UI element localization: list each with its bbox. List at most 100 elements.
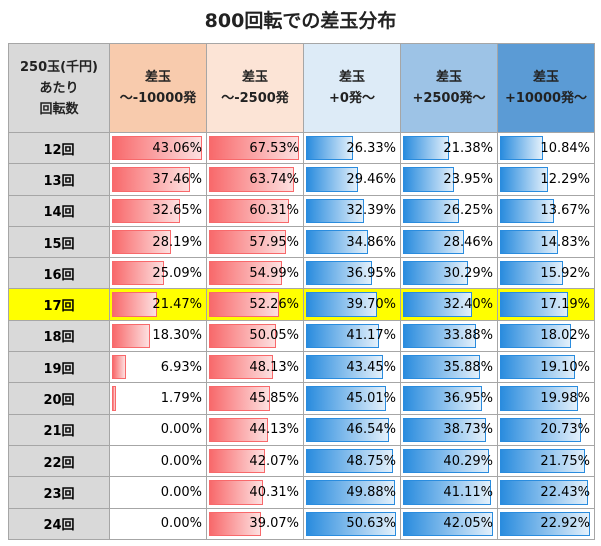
table-row: 22回 0.00% 42.07% 48.75% 40.29% 21.75%	[8, 444, 595, 478]
data-bar	[306, 198, 364, 223]
value-cell: 34.86%	[303, 225, 401, 259]
value-cell: 67.53%	[206, 131, 304, 165]
column-header-line: 差玉	[241, 70, 268, 85]
value-cell: 44.13%	[206, 413, 304, 446]
corner-header: 250玉(千円) あたり 回転数	[8, 43, 110, 133]
data-bar	[209, 480, 263, 505]
value-text: 13.67%	[540, 203, 590, 219]
value-text: 22.43%	[540, 484, 590, 500]
data-bar	[209, 198, 290, 223]
value-text: 42.05%	[443, 516, 493, 532]
data-bar	[306, 292, 377, 317]
corner-line: 回転数	[39, 101, 79, 117]
value-text: 33.88%	[443, 328, 493, 344]
value-text: 45.01%	[346, 391, 396, 407]
value-text: 29.46%	[346, 171, 396, 187]
column-header-line: ～-10000発	[119, 91, 197, 106]
value-cell: 21.47%	[109, 288, 207, 321]
data-bar	[306, 417, 389, 442]
data-bar	[112, 292, 157, 317]
column-header-line: +10000発～	[504, 91, 588, 106]
data-bar	[403, 261, 468, 286]
value-cell: 43.45%	[303, 351, 401, 384]
value-cell: 19.98%	[497, 382, 595, 415]
value-cell: 20.73%	[497, 413, 595, 446]
value-cell: 19.10%	[497, 351, 595, 384]
data-bar	[112, 167, 191, 192]
row-label: 18回	[8, 319, 110, 353]
data-bar	[500, 355, 575, 380]
value-text: 21.75%	[540, 453, 590, 469]
value-cell: 39.07%	[206, 507, 304, 540]
value-cell: 6.93%	[109, 351, 207, 384]
data-bar	[500, 261, 563, 286]
value-text: 30.29%	[443, 265, 493, 281]
header-row: 250玉(千円) あたり 回転数 差玉 ～-10000発 差玉 ～-2500発 差玉 +0発～差…	[8, 43, 595, 133]
value-cell: 18.02%	[497, 319, 595, 353]
row-label: 20回	[8, 382, 110, 415]
data-bar	[500, 136, 543, 161]
value-cell: 17.19%	[497, 288, 595, 321]
value-text: 18.30%	[152, 328, 202, 344]
column-header: 差玉 +2500発～	[400, 43, 498, 133]
row-label: 13回	[8, 163, 110, 196]
value-cell: 42.05%	[400, 507, 498, 540]
value-cell: 32.39%	[303, 194, 401, 227]
column-header-line: 差玉	[532, 70, 559, 85]
value-text: 43.45%	[346, 359, 396, 375]
value-cell: 49.88%	[303, 476, 401, 509]
value-text: 36.95%	[346, 265, 396, 281]
table-row: 24回 0.00% 39.07% 50.63% 42.05% 22.92%	[8, 507, 595, 540]
value-text: 19.98%	[540, 391, 590, 407]
data-bar	[209, 386, 271, 411]
value-cell: 48.75%	[303, 444, 401, 478]
value-text: 41.11%	[443, 484, 493, 500]
row-label: 19回	[8, 351, 110, 384]
data-bar	[306, 448, 393, 474]
table-row: 17回 21.47% 52.26% 39.70% 32.40% 17.19%	[8, 288, 595, 321]
data-bar	[500, 198, 554, 223]
data-bar	[209, 261, 283, 286]
value-cell: 40.31%	[206, 476, 304, 509]
value-cell: 13.67%	[497, 194, 595, 227]
value-cell: 46.54%	[303, 413, 401, 446]
data-bar	[403, 136, 449, 161]
value-text: 28.46%	[443, 234, 493, 250]
data-bar	[403, 198, 460, 223]
value-cell: 1.79%	[109, 382, 207, 415]
data-bar	[306, 136, 353, 161]
value-cell: 21.38%	[400, 131, 498, 165]
data-bar	[209, 292, 279, 317]
value-cell: 54.99%	[206, 257, 304, 290]
value-text: 39.70%	[346, 297, 396, 313]
value-text: 1.79%	[160, 391, 202, 407]
data-bar	[306, 480, 395, 505]
title: 800回転での差玉分布	[204, 10, 397, 32]
table-body: 12回 43.06% 67.53% 26.33% 21.38% 10.84% 13回 37.4…	[8, 131, 595, 540]
value-cell: 30.29%	[400, 257, 498, 290]
table-row: 20回 1.79% 45.85% 45.01% 36.95% 19.98%	[8, 382, 595, 415]
value-text: 63.74%	[249, 171, 299, 187]
corner-line: あたり	[39, 80, 79, 96]
data-bar	[500, 480, 589, 505]
data-bar	[209, 448, 266, 474]
row-label: 12回	[8, 131, 110, 165]
value-cell: 21.75%	[497, 444, 595, 478]
value-text: 0.00%	[160, 453, 202, 469]
data-bar	[403, 417, 486, 442]
data-bar	[500, 229, 559, 255]
value-text: 23.95%	[443, 171, 493, 187]
value-cell: 35.88%	[400, 351, 498, 384]
value-text: 60.31%	[249, 203, 299, 219]
value-text: 40.29%	[443, 453, 493, 469]
value-text: 48.13%	[249, 359, 299, 375]
row-label: 14回	[8, 194, 110, 227]
value-cell: 50.05%	[206, 319, 304, 353]
row-label: 15回	[8, 225, 110, 259]
value-text: 40.31%	[249, 484, 299, 500]
value-cell: 0.00%	[109, 507, 207, 540]
value-cell: 26.33%	[303, 131, 401, 165]
value-text: 20.73%	[540, 422, 590, 438]
column-header-line: ～-2500発	[221, 91, 289, 106]
value-text: 36.95%	[443, 391, 493, 407]
